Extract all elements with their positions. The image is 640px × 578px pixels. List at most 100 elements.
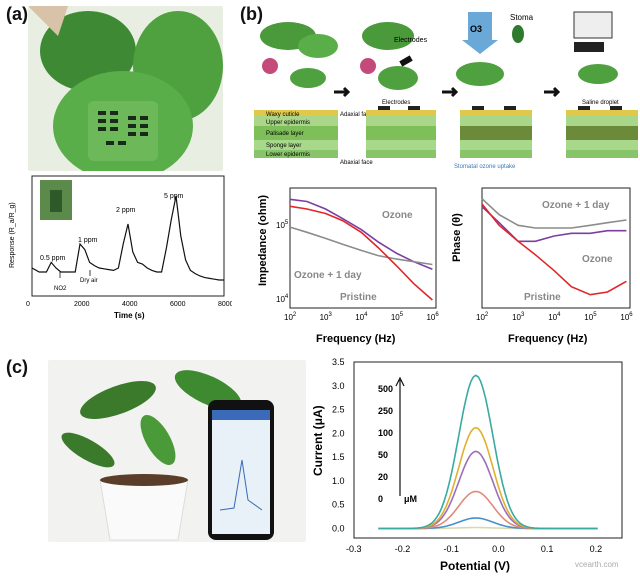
y-axis-label: Phase (θ) [451,213,463,262]
legend-label: 50 [378,450,388,460]
gas-response-chart: Response (R_a/R_g) Time (s) 0 2000 4000 600… [9,175,232,320]
legend-label: 20 [378,472,388,482]
grapevine-step2 [360,22,418,90]
arrow-step3 [544,86,561,98]
x-tick-label: 106 [620,312,633,322]
label-pristine: Pristine [524,292,561,303]
x-tick-label: 105 [584,312,597,322]
label-sponge-layer: Sponge layer [266,143,301,149]
x-tick-label: -0.2 [395,544,411,554]
phase-chart: 102 103 104 105 106 Phase (θ) Frequency (Hz)… [451,187,633,345]
y-axis-label: Current (μA) [311,405,325,476]
cross-section-2 [366,106,436,158]
plot-frame [289,187,437,309]
y-tick-label: 2.0 [332,428,345,438]
x-tick-label: 105 [391,312,404,322]
grapevine-step1 [260,22,338,88]
anno-2ppm: 2 ppm [116,207,136,214]
label-electrodes-2: Electrodes [382,100,410,106]
label-lower-epidermis: Lower epidermis [266,152,310,158]
x-tick-label: 2000 [74,301,90,308]
label-palisade-layer: Palisade layer [266,131,304,137]
x-axis-label: Frequency (Hz) [316,333,396,345]
label-stomatal-uptake: Stomatal ozone uptake [454,164,516,170]
series-line-pristine [289,205,433,301]
y-axis-label: Impedance (ohm) [257,195,269,286]
y-tick-10-5: 105 [276,220,289,230]
label-o3: O3 [470,24,482,34]
plot-frame [481,187,631,309]
dpv-chart: -0.3 -0.2 -0.1 0.0 0.1 0.2 0.0 0.5 1.0 1.5 2.0 2.5… [311,357,623,573]
panel-label-c: (c) [6,357,28,377]
y-tick-label: 1.0 [332,476,345,486]
stoma-icon [512,25,524,43]
series-line-ozone-1-day [481,198,627,229]
leaf-sensor-photo [28,6,223,171]
legend-unit: μM [404,494,417,504]
x-tick-label: 104 [355,312,368,322]
cross-section-4 [566,106,638,158]
analyzer-icon [574,42,604,52]
leaf-sensor-illustration [28,6,223,171]
x-tick-label: 4000 [122,301,138,308]
anno-no2: NO2 [54,286,67,292]
x-tick-label: 106 [426,312,439,322]
y-tick-label: 3.0 [332,381,345,391]
response-line [31,195,224,281]
x-tick-label: 6000 [170,301,186,308]
x-tick-label: 102 [476,312,489,322]
arrow-step1 [334,86,351,98]
legend-label: 100 [378,428,393,438]
leaf-step3 [456,62,504,86]
x-tick-label: 0.1 [541,544,554,554]
plant-phone-photo [48,360,306,542]
inset-sensor [50,190,62,212]
y-tick-label: 0.0 [332,523,345,533]
label-ozone-1day: Ozone + 1 day [542,200,610,211]
y-tick-label: 2.5 [332,405,345,415]
label-electrodes-1: Electrodes [394,37,428,44]
x-tick-label: 103 [512,312,525,322]
anno-dry-air: Dry air [80,278,98,284]
leaf-step4 [578,64,618,84]
x-tick-label: 103 [320,312,333,322]
y-tick-label: 3.5 [332,357,345,367]
concentration-arrow [395,376,405,496]
cross-section-1 [254,110,338,158]
y-tick-10-4: 104 [276,294,289,304]
x-tick-label: -0.3 [346,544,362,554]
legend-label: 0 [378,494,383,504]
y-tick-label: 0.5 [332,500,345,510]
label-saline-droplet: Saline droplet [582,100,619,106]
ozone-arrow-shaft [468,12,492,40]
legend-label: 500 [378,384,393,394]
label-upper-epidermis: Upper epidermis [266,120,310,126]
cross-section-3 [460,106,532,158]
series-line-ozone [289,198,433,270]
dpv-curve-500uM [378,374,598,530]
label-ozone-1day: Ozone + 1 day [294,270,362,281]
monitor-icon [573,11,613,39]
leaf-schematic: Electrodes O3 Stoma Waxy cuticle Upper e… [254,11,638,170]
watermark: vcearth.com [575,560,619,569]
x-tick-label: 104 [548,312,561,322]
label-stoma: Stoma [510,13,534,22]
y-tick-label: 1.5 [332,452,345,462]
x-axis-label: Time (s) [114,311,145,320]
y-axis-label: Response (R_a/R_g) [9,202,16,268]
plant-phone-illustration [61,370,274,541]
label-adaxial-face: Adaxial face [340,112,373,118]
anno-5ppm: 5 ppm [164,193,184,200]
x-tick-label: 0.2 [590,544,603,554]
panel-label-a: (a) [6,4,28,24]
label-abaxial-face: Abaxial face [340,160,373,166]
impedance-chart: 102 103 104 105 106 Impedance (ohm) Frequenc… [257,187,439,345]
label-waxy-cuticle: Waxy cuticle [266,112,300,118]
ozone-arrow-head [462,40,498,54]
label-ozone: Ozone [382,210,413,221]
anno-1ppm: 1 ppm [78,237,98,244]
x-axis-label: Frequency (Hz) [508,333,588,345]
x-tick-label: 102 [284,312,297,322]
series-line-ozone [481,206,627,243]
series-line-ozone-1-day [289,226,433,266]
